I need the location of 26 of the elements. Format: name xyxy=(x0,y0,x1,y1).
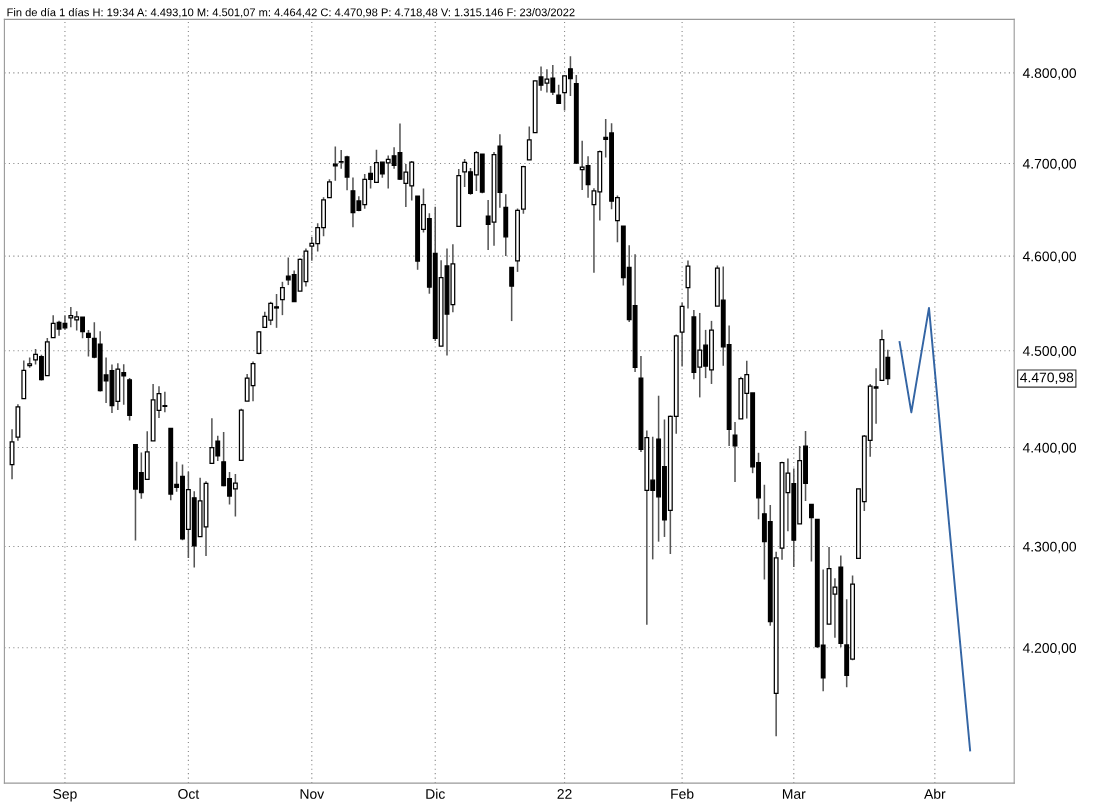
x-tick-label: Feb xyxy=(671,788,694,799)
candlestick xyxy=(556,83,562,105)
candlestick xyxy=(526,125,532,161)
x-tick-label: Dic xyxy=(426,788,445,799)
y-tick-label: 4.200,00 xyxy=(1022,643,1077,655)
x-tick-label: Oct xyxy=(178,789,200,799)
candlestick xyxy=(86,329,91,358)
y-tick-label: 4.800,00 xyxy=(1022,68,1077,80)
x-tick-label: Sep xyxy=(53,789,77,802)
candlestick xyxy=(326,178,332,199)
x-tick-label: Abr xyxy=(924,788,946,799)
y-tick-label: 4.400,00 xyxy=(1022,442,1077,455)
candlestick xyxy=(808,503,814,563)
x-tick-label: 22 xyxy=(557,789,572,799)
chart-title: Fin de día 1 días H: 19:34 A: 4.493,10 M: 4.501,07 m: 4.464,42 C: 4.470,98 P: 4.718,48 V: 1.315.146 F: 23/03/2022 xyxy=(7,7,575,18)
candlestick xyxy=(9,428,15,480)
candlestick xyxy=(279,281,285,316)
y-tick-label: 4.700,00 xyxy=(1022,158,1077,171)
line-series xyxy=(898,306,972,752)
y-tick-label: 4.300,00 xyxy=(1022,541,1077,554)
x-tick-label: Mar xyxy=(782,789,806,799)
text: 4.470,98 xyxy=(1020,372,1074,384)
y-tick-label: 4.500,00 xyxy=(1022,346,1077,358)
y-tick-label: 4.600,00 xyxy=(1022,251,1077,263)
x-tick-label: Nov xyxy=(300,789,325,799)
candlestick xyxy=(509,266,515,322)
